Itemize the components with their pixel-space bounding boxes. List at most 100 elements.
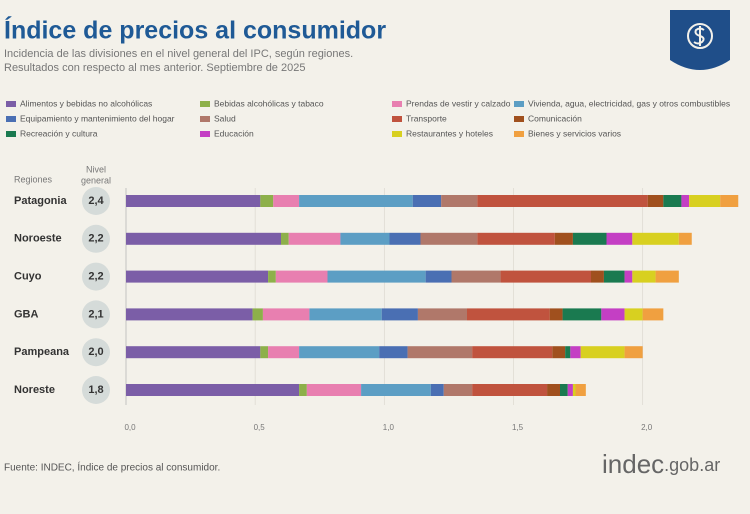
bar-segment [632, 270, 656, 283]
bar-segment [309, 308, 382, 321]
bar-segment [126, 346, 261, 359]
bar-segment [591, 270, 604, 283]
category-header: Regiones [14, 174, 53, 184]
total-label: 2,2 [88, 233, 103, 245]
legend-swatch [514, 101, 524, 107]
bar-segment [647, 195, 664, 207]
brand-suffix: .gob.ar [664, 455, 720, 475]
bar-segment [570, 346, 581, 359]
legend-swatch [392, 116, 402, 122]
legend-label: Bienes y servicios varios [528, 128, 621, 138]
legend-label: Prendas de vestir y calzado [406, 98, 511, 108]
legend-label: Comunicación [528, 113, 582, 123]
chart-title: Índice de precios al consumidor [4, 16, 386, 45]
legend-swatch [392, 131, 402, 137]
logo-badge [670, 10, 730, 70]
bar-segment [663, 195, 682, 207]
bar-segment [361, 384, 431, 396]
bar-segment [389, 232, 421, 245]
bar-segment [567, 384, 573, 396]
bar-segment [549, 308, 563, 321]
bar-segment [575, 384, 586, 396]
legend-swatch [6, 116, 16, 122]
bar-segment [632, 232, 679, 245]
legend-swatch [6, 131, 16, 137]
bar-segment [443, 384, 473, 396]
bar-segment [467, 308, 550, 321]
legend-swatch [392, 101, 402, 107]
total-badge [82, 224, 110, 253]
legend-label: Recreación y cultura [20, 128, 98, 138]
total-header: Nivel [86, 164, 106, 174]
bar-segment [720, 195, 739, 207]
subtitle: Incidencia de las divisiones en el nivel… [4, 48, 353, 60]
brand: indec.gob.ar [602, 449, 720, 479]
bar-segment [642, 308, 664, 321]
total-badge [82, 187, 110, 215]
bar-segment [273, 195, 300, 207]
bar-segment [678, 232, 692, 245]
bar-segment [299, 346, 380, 359]
bar-segment [572, 384, 576, 396]
bar-segment [603, 270, 625, 283]
total-badge [82, 300, 110, 329]
bar-segment [425, 270, 452, 283]
bar-segment [560, 384, 568, 396]
bar-segment [477, 232, 555, 245]
x-tick-label: 0,0 [124, 423, 136, 432]
y-tick-label: Pampeana [14, 346, 70, 358]
bar-segment [126, 384, 300, 396]
bar-segment [681, 195, 690, 207]
bar-segment [624, 308, 643, 321]
subtitle: Resultados con respecto al mes anterior.… [4, 62, 305, 74]
bar-segment [547, 384, 560, 396]
bar-segment [412, 195, 442, 207]
total-label: 2,4 [88, 195, 104, 207]
bar-segment [565, 346, 571, 359]
y-tick-label: Noroeste [14, 233, 62, 245]
total-badge [82, 376, 110, 404]
legend-swatch [200, 116, 210, 122]
y-tick-label: Patagonia [14, 195, 67, 207]
total-label: 2,0 [88, 346, 103, 358]
x-tick-label: 2,0 [641, 423, 653, 432]
bar-segment [441, 195, 478, 207]
bar-segment [126, 270, 269, 283]
x-tick-label: 1,5 [512, 423, 524, 432]
y-tick-label: GBA [14, 308, 39, 320]
bar-segment [340, 232, 390, 245]
bar-segment [606, 232, 633, 245]
bar-segment [407, 346, 473, 359]
bar-segment [430, 384, 444, 396]
total-header: general [81, 175, 111, 185]
total-badge [82, 262, 110, 291]
source: Fuente: INDEC, Índice de precios al cons… [4, 461, 220, 474]
bar-segment [689, 195, 721, 207]
bar-segment [472, 346, 553, 359]
legend-swatch [6, 101, 16, 107]
legend-swatch [200, 101, 210, 107]
bar-segment [552, 346, 566, 359]
legend-label: Salud [214, 113, 236, 123]
bar-segment [601, 308, 625, 321]
y-tick-label: Noreste [14, 384, 55, 396]
bar-segment [252, 308, 263, 321]
total-label: 1,8 [88, 384, 103, 396]
bar-segment [624, 270, 633, 283]
legend-label: Educación [214, 128, 254, 138]
bar-segment [262, 308, 310, 321]
bar-segment [417, 308, 467, 321]
bar-segment [580, 346, 625, 359]
legend-label: Restaurantes y hoteles [406, 128, 493, 138]
bar-segment [281, 232, 289, 245]
total-label: 2,1 [88, 308, 103, 320]
legend-label: Equipamiento y mantenimiento del hogar [20, 113, 175, 123]
bar-segment [260, 195, 274, 207]
legend-swatch [514, 116, 524, 122]
legend-swatch [200, 131, 210, 137]
brand-main: indec [602, 449, 664, 479]
bar-segment [451, 270, 501, 283]
bar-segment [327, 270, 426, 283]
bar-segment [288, 232, 341, 245]
bar-segment [126, 232, 281, 245]
